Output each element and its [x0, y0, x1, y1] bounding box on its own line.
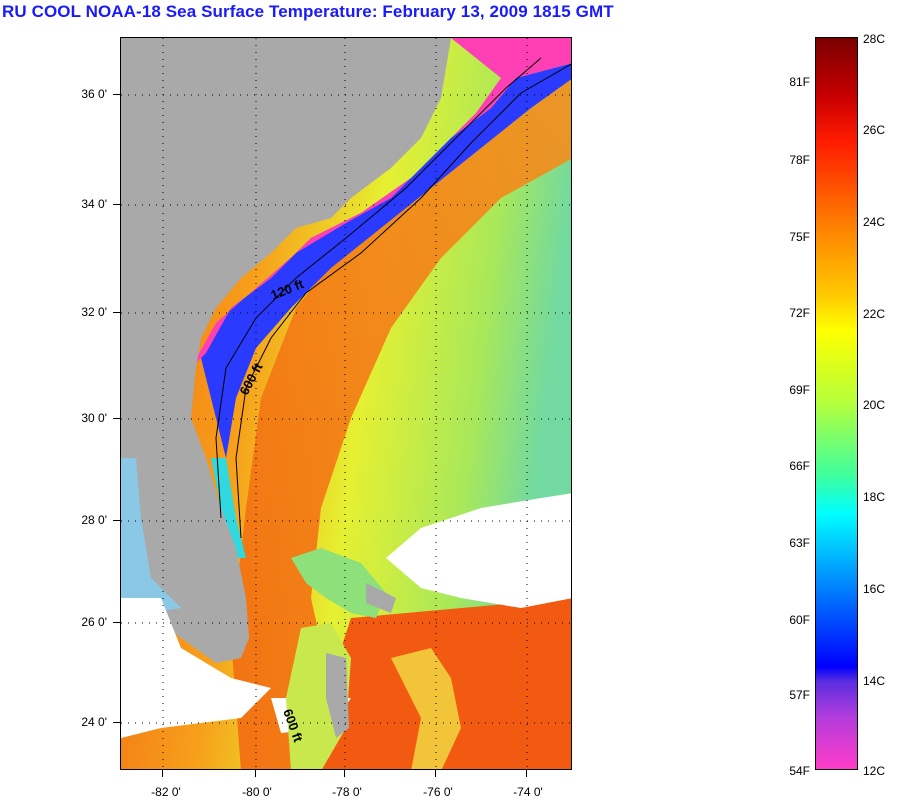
colorbar-label-12c: 12C [863, 764, 886, 778]
colorbar-label-16c: 16C [863, 582, 886, 596]
colorbar [815, 37, 858, 770]
lon-label-82: -82 0' [151, 785, 181, 799]
tick [113, 622, 120, 623]
tick [113, 204, 120, 205]
cold-shelf-blue [201, 63, 571, 458]
colorbar-label-22c: 22C [863, 307, 886, 321]
colorbar-label-54f: 54F [789, 764, 810, 778]
little-bahama-bank [291, 548, 386, 618]
isobath-120ft [215, 57, 542, 519]
colorbar-label-81f: 81F [789, 75, 810, 89]
tick [113, 722, 120, 723]
lat-label-28: 28 0' [81, 513, 107, 527]
lat-label-32: 32 0' [81, 305, 107, 319]
lat-label-24: 24 0' [81, 715, 107, 729]
andros-island [326, 653, 349, 738]
lon-label-78: -78 0' [332, 785, 362, 799]
sst-map: 120 ft 600 ft 600 ft [120, 37, 572, 770]
cold-shelf-pink [191, 38, 571, 368]
land-southeast-us [121, 38, 451, 663]
colorbar-label-26c: 26C [863, 123, 886, 137]
tick [113, 312, 120, 313]
lat-label-26: 26 0' [81, 615, 107, 629]
tick [162, 770, 163, 777]
colorbar-label-28c: 28C [863, 32, 886, 46]
colorbar-label-72f: 72F [789, 306, 810, 320]
tick [344, 770, 345, 777]
cloud-cover-southwest [121, 598, 271, 738]
lat-label-30: 30 0' [81, 411, 107, 425]
tick [113, 94, 120, 95]
colorbar-label-69f: 69F [789, 383, 810, 397]
colorbar-label-24c: 24C [863, 215, 886, 229]
colorbar-label-60f: 60F [789, 613, 810, 627]
colorbar-label-57f: 57F [789, 688, 810, 702]
sst-map-image: 120 ft 600 ft 600 ft [121, 38, 571, 769]
colorbar-label-75f: 75F [789, 230, 810, 244]
tick [435, 770, 436, 777]
cloud-cover-east [386, 493, 571, 608]
colorbar-label-78f: 78F [789, 153, 810, 167]
colorbar-label-14c: 14C [863, 674, 886, 688]
tick [113, 418, 120, 419]
lon-label-74: -74 0' [513, 785, 543, 799]
lon-label-80: -80 0' [242, 785, 272, 799]
tick [526, 770, 527, 777]
tick [255, 770, 256, 777]
page-title: RU COOL NOAA-18 Sea Surface Temperature:… [2, 2, 614, 21]
colorbar-gradient [816, 38, 857, 769]
colorbar-label-18c: 18C [863, 490, 886, 504]
colorbar-label-63f: 63F [789, 536, 810, 550]
lat-label-34: 34 0' [81, 197, 107, 211]
isobath-600ft [235, 63, 571, 539]
tick [113, 520, 120, 521]
colorbar-label-20c: 20C [863, 398, 886, 412]
lon-label-76: -76 0' [423, 785, 453, 799]
lat-label-36: 36 0' [81, 87, 107, 101]
colorbar-label-66f: 66F [789, 459, 810, 473]
